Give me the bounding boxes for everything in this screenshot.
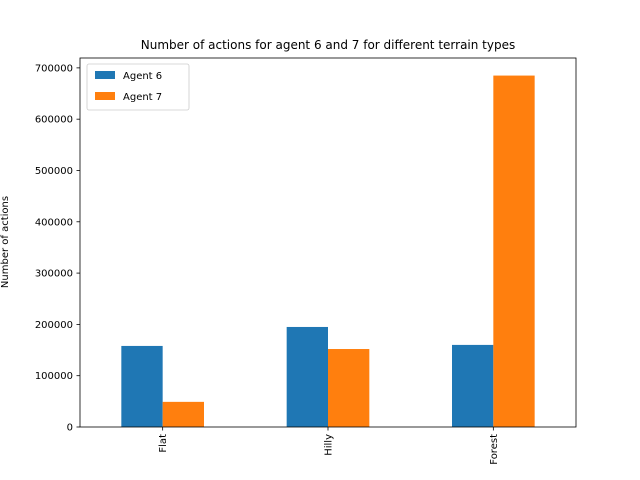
- y-tick-label: 700000: [35, 63, 73, 74]
- bars-group: [121, 75, 535, 427]
- y-tick-label: 200000: [35, 320, 73, 331]
- x-axis: Flat Hilly Forest: [158, 427, 500, 465]
- y-tick-label: 400000: [35, 217, 73, 228]
- bar-agent-6-forest: [452, 344, 494, 427]
- y-tick-label: 0: [67, 423, 73, 434]
- legend-swatch-agent-7: [95, 92, 115, 100]
- y-tick-label: 100000: [35, 371, 73, 382]
- legend: Agent 6 Agent 7: [86, 63, 190, 111]
- y-tick-label: 500000: [35, 166, 73, 177]
- legend-label-agent-6: Agent 6: [123, 71, 162, 82]
- x-tick-label-hilly: Hilly: [324, 434, 335, 456]
- bar-agent-6-hilly: [286, 326, 328, 427]
- bar-agent-6-flat: [121, 345, 163, 427]
- legend-label-agent-7: Agent 7: [123, 92, 162, 103]
- y-axis: 0 100000 200000 300000 400000 500000 600000 700…: [35, 63, 80, 434]
- chart-title: Number of actions for agent 6 and 7 for …: [141, 38, 516, 52]
- y-axis-label: Number of actions: [0, 196, 11, 288]
- bar-agent-7-forest: [493, 75, 535, 427]
- legend-swatch-agent-6: [95, 71, 115, 79]
- bar-agent-7-flat: [162, 401, 204, 427]
- plot-frame: [79, 57, 577, 428]
- y-tick-label: 600000: [35, 115, 73, 126]
- y-tick-label: 300000: [35, 269, 73, 280]
- x-tick-label-forest: Forest: [489, 434, 500, 465]
- bar-agent-7-hilly: [328, 349, 370, 427]
- x-tick-label-flat: Flat: [158, 434, 169, 453]
